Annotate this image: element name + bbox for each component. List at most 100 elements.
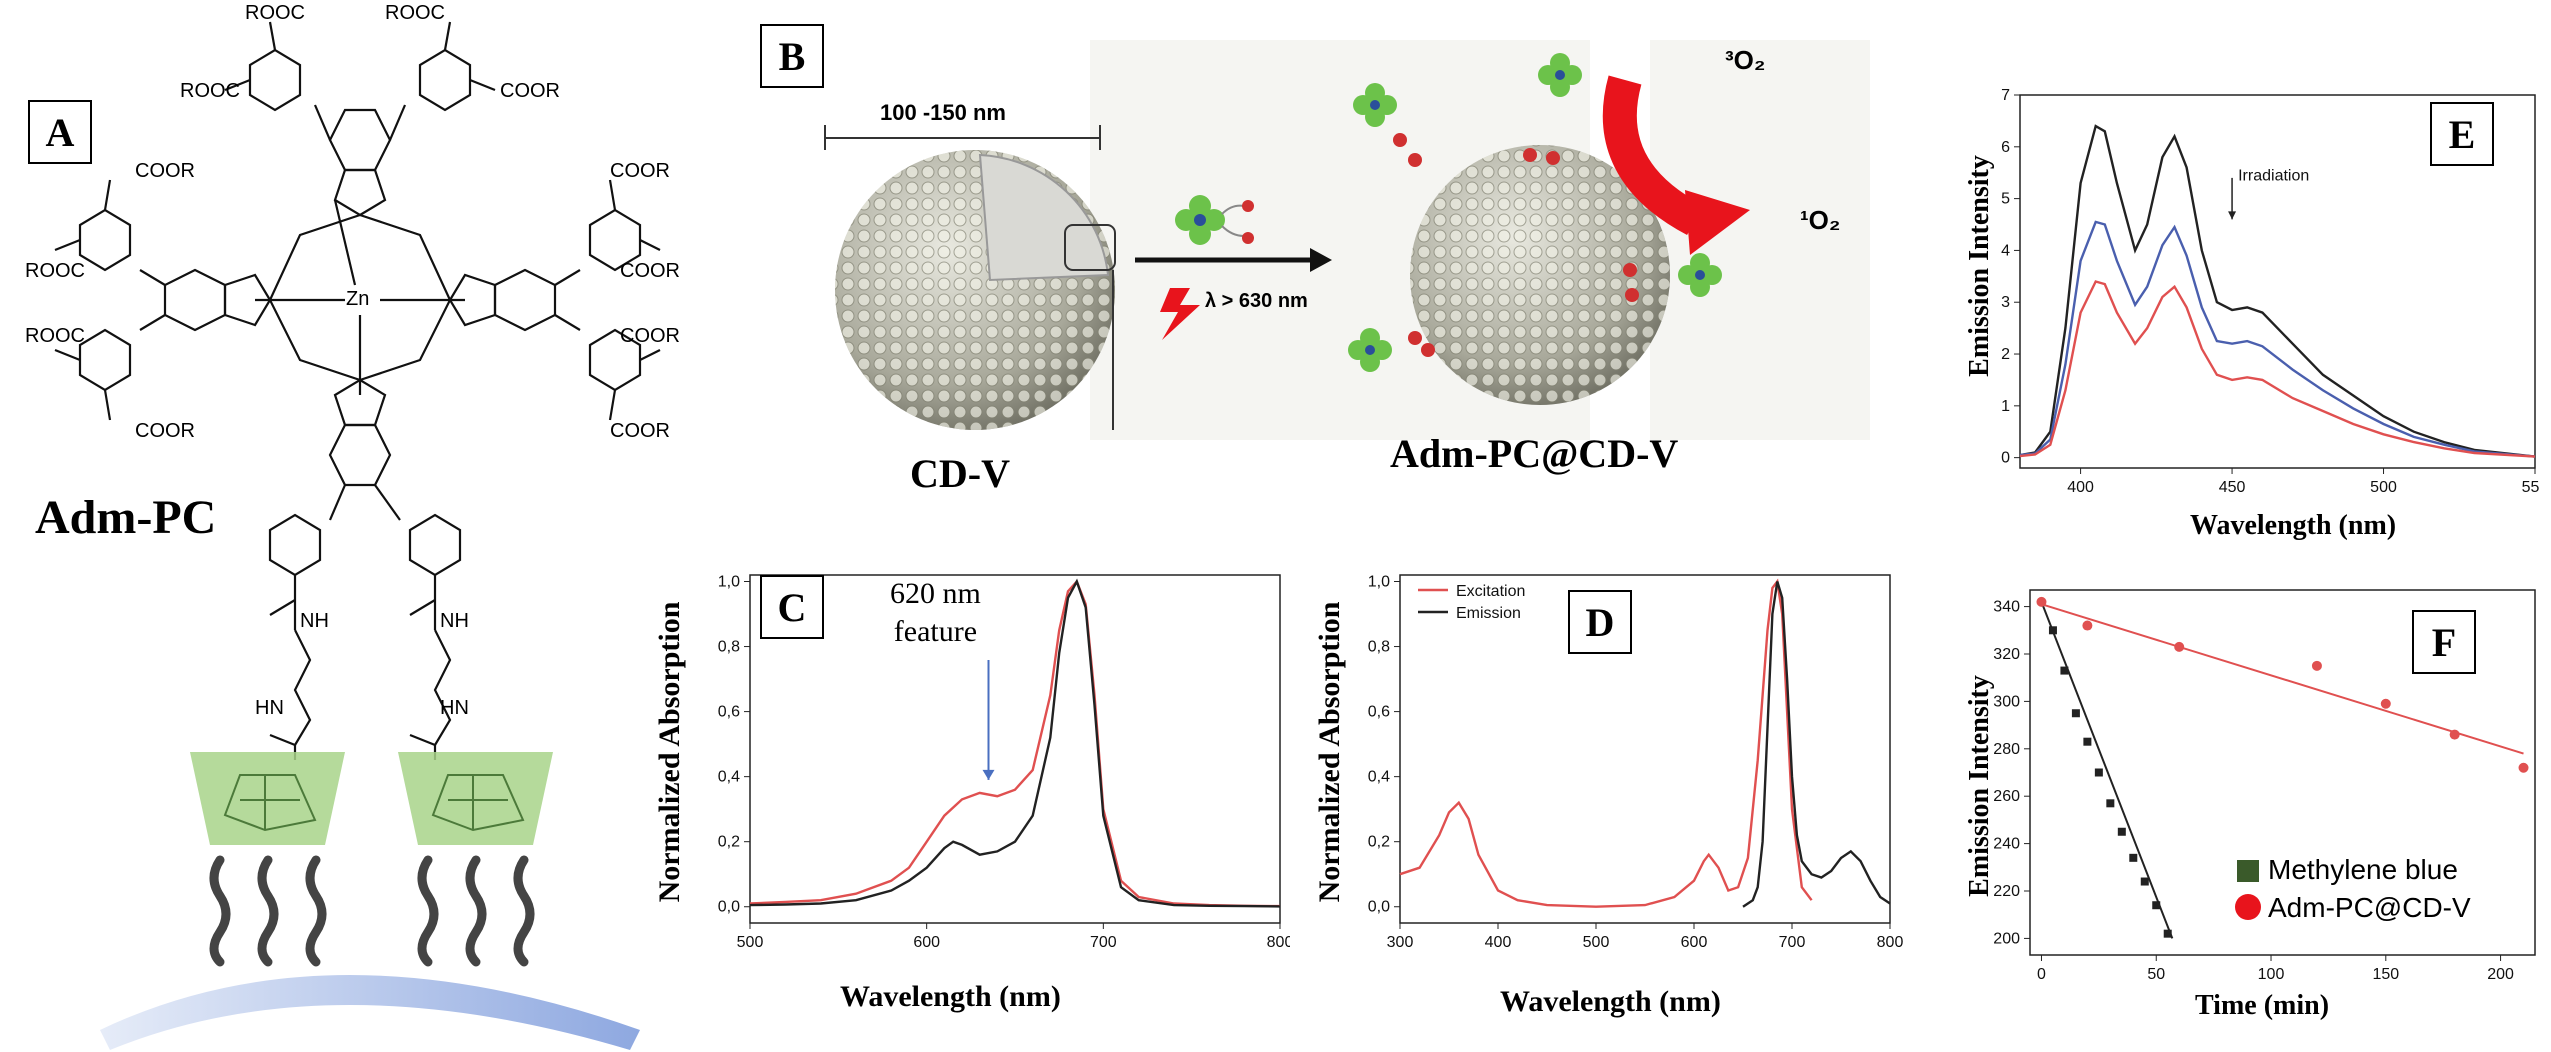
irradiation-label: Irradiation	[2238, 167, 2309, 184]
fit-line-1	[2041, 603, 2524, 755]
loading-scheme	[824, 40, 1870, 440]
chart-f-xlabel: Time (min)	[2195, 990, 2330, 1021]
legend-swatch-circle	[2235, 894, 2261, 920]
legend-label: Excitation	[1456, 583, 1525, 600]
scale-label: 100 -150 nm	[880, 100, 1006, 125]
x-tick-label: 100	[2258, 966, 2285, 983]
x-tick-label: 500	[2370, 479, 2397, 496]
panel-f: 0 50 100 150 200 200 220 240 260 280 300 320 340 Meth…	[1950, 570, 2540, 1040]
x-tick-label: 50	[2147, 966, 2165, 983]
annotation-arrow-head	[982, 769, 995, 780]
wavelength-condition: λ > 630 nm	[1205, 290, 1308, 312]
panel-e: 400 450 500 550 0 1 2 3 4 5 6 7 Irradiation E Wavele…	[1950, 70, 2540, 550]
label-coor-right: COOR	[620, 260, 680, 282]
chart-d-plot: 300 400 500 600 700 800 0,0 0,2 0,4 0,6 0,8 1,0 Exci…	[1368, 574, 1904, 951]
label-nh-left: NH	[300, 610, 329, 632]
plot-frame	[749, 574, 1281, 924]
chart-c-xlabel: Wavelength (nm)	[840, 980, 1061, 1013]
panel-letter-e: E	[2430, 102, 2494, 166]
y-tick-label: 3	[2001, 294, 2010, 311]
x-tick-label: 400	[1485, 934, 1512, 951]
x-tick-label: 200	[2487, 966, 2514, 983]
x-tick-label: 550	[2522, 479, 2540, 496]
annotation-line-2: feature	[893, 615, 978, 648]
irradiation-arrow-head	[2228, 211, 2237, 220]
chart-c-plot: 500 600 700 800 0,0 0,2 0,4 0,6 0,8 1,0	[718, 574, 1290, 951]
data-point-square	[2094, 768, 2103, 777]
series-line-1	[749, 578, 1281, 908]
data-point-square	[2083, 737, 2092, 746]
y-tick-label: 0,0	[1368, 899, 1390, 916]
y-tick-label: 300	[1993, 693, 2020, 710]
x-tick-label: 400	[2067, 479, 2094, 496]
x-tick-label: 0	[2037, 966, 2046, 983]
y-tick-label: 0,8	[718, 639, 740, 656]
label-coor-right-low: COOR	[620, 325, 680, 347]
y-tick-label: 5	[2001, 191, 2010, 208]
panel-c: 500 600 700 800 0,0 0,2 0,4 0,6 0,8 1,0 C 620 nm …	[650, 555, 1290, 1035]
nanoparticle-surface	[100, 975, 640, 1050]
legend-label: Adm-PC@CD-V	[2268, 892, 2471, 923]
cd-v-label: CD-V	[910, 451, 1010, 496]
y-tick-label: 0,8	[1368, 639, 1390, 656]
data-point-square	[2060, 666, 2069, 675]
plot-frame	[1399, 574, 1891, 924]
panel-d: 300 400 500 600 700 800 0,0 0,2 0,4 0,6 0,8 1,0 Exci…	[1310, 555, 1910, 1035]
x-tick-label: 300	[1387, 934, 1414, 951]
triplet-oxygen-label: ³O₂	[1725, 45, 1766, 75]
x-tick-label: 800	[1877, 934, 1904, 951]
y-tick-label: 6	[2001, 139, 2010, 156]
x-tick-label: 450	[2219, 479, 2246, 496]
panel-a: A ROOC ROOC ROOC COOR COOR COOR ROOC COO…	[0, 0, 700, 1052]
y-tick-label: 0	[2001, 450, 2010, 467]
data-point-circle	[2518, 762, 2529, 773]
label-coor-mid-right: COOR	[500, 80, 560, 102]
series-line-2	[2019, 280, 2536, 458]
x-tick-label: 600	[1681, 934, 1708, 951]
data-point-square	[2071, 709, 2080, 718]
adm-pc-cd-v-label: Adm-PC@CD-V	[1390, 431, 1679, 476]
panel-b: B 100 -150 nm λ > 630 nm ³O₂ ¹O₂ CD-V Ad…	[760, 20, 1870, 510]
label-hn-left: HN	[255, 697, 284, 719]
singlet-oxygen-label: ¹O₂	[1800, 205, 1841, 235]
chart-e-xlabel: Wavelength (nm)	[2190, 510, 2397, 541]
panel-letter-b: B	[760, 24, 824, 88]
data-point-circle	[2311, 660, 2322, 671]
adamantane-anchor-right	[398, 752, 553, 845]
panel-letter-a: A	[28, 100, 92, 164]
y-tick-label: 200	[1993, 930, 2020, 947]
x-tick-label: 500	[1583, 934, 1610, 951]
label-rooc-top-right: ROOC	[385, 2, 445, 24]
data-point-square	[2163, 929, 2172, 938]
legend-swatch-square	[2237, 860, 2259, 882]
data-point-circle	[2036, 596, 2047, 607]
label-coor-left-top: COOR	[135, 160, 195, 182]
y-tick-label: 280	[1993, 741, 2020, 758]
y-tick-label: 7	[2001, 87, 2010, 104]
legend-label: Emission	[1456, 605, 1521, 622]
x-tick-label: 150	[2372, 966, 2399, 983]
y-tick-label: 1,0	[718, 574, 740, 591]
series-line-1	[1742, 581, 1891, 908]
label-rooc-left: ROOC	[25, 260, 85, 282]
label-rooc-top-left: ROOC	[245, 2, 305, 24]
series-line-0	[749, 579, 1281, 908]
y-tick-label: 260	[1993, 788, 2020, 805]
data-point-circle	[2174, 641, 2185, 652]
data-point-square	[2129, 853, 2138, 862]
attached-phthalocyanines	[1348, 53, 1722, 372]
plot-frame	[2029, 589, 2536, 956]
x-tick-label: 700	[1090, 934, 1117, 951]
y-tick-label: 0,6	[718, 704, 740, 721]
compound-label-adm-pc: Adm-PC	[35, 491, 217, 544]
y-tick-label: 0,2	[718, 834, 740, 851]
x-tick-label: 700	[1779, 934, 1806, 951]
annotation-line-1: 620 nm	[890, 577, 981, 610]
chart-d-xlabel: Wavelength (nm)	[1500, 985, 1721, 1018]
y-tick-label: 340	[1993, 599, 2020, 616]
y-tick-label: 4	[2001, 242, 2010, 259]
x-tick-label: 500	[737, 934, 764, 951]
label-coor-right-bottom: COOR	[610, 420, 670, 442]
y-tick-label: 0,4	[1368, 769, 1390, 786]
chart-f-ylabel: Emission Intensity	[1964, 675, 1995, 897]
